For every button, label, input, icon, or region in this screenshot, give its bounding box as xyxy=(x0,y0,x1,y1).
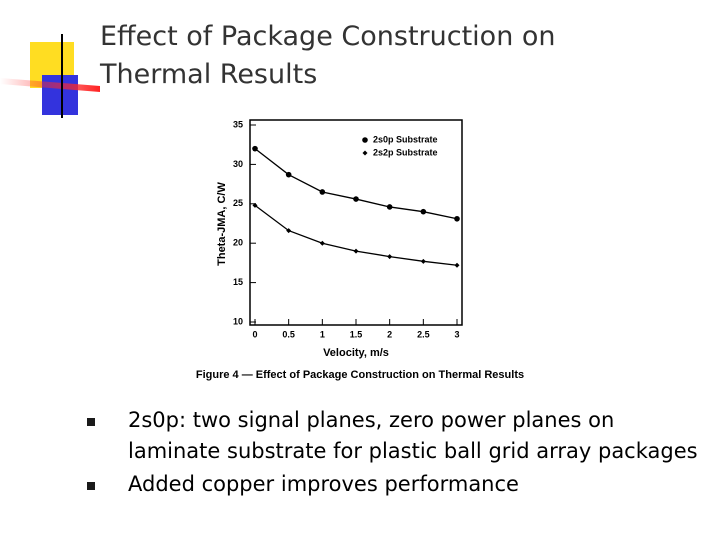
x-tick-label: 1 xyxy=(320,329,325,339)
bullet: 2s0p: two signal planes, zero power plan… xyxy=(128,408,698,463)
point xyxy=(319,240,325,246)
caption: Figure 4 — Effect of Package Constructio… xyxy=(196,369,524,381)
legend-label: 2s0p Substrate xyxy=(373,134,438,144)
y-tick-label: 20 xyxy=(233,238,243,248)
point xyxy=(353,196,359,202)
point xyxy=(386,204,393,210)
series-line xyxy=(254,204,458,266)
point xyxy=(252,202,258,208)
y-tick-label: 15 xyxy=(233,277,243,287)
legend-label: 2s2p Substrate xyxy=(373,147,438,157)
y-axis-label: Theta-JMA, C/W xyxy=(216,182,228,266)
legend-marker xyxy=(362,137,368,143)
point xyxy=(420,258,426,264)
x-axis-label: Velocity, m/s xyxy=(323,347,389,359)
y-tick-label: 30 xyxy=(233,159,243,169)
point xyxy=(420,208,427,215)
deco-red xyxy=(0,78,100,92)
point xyxy=(454,262,460,268)
bullet-marker xyxy=(87,482,95,490)
y-tick-label: 25 xyxy=(233,198,243,208)
x-tick-label: 3 xyxy=(454,329,459,339)
x-tick-label: 2.5 xyxy=(417,329,430,339)
point xyxy=(353,248,359,254)
deco-blue xyxy=(42,75,78,115)
series-line xyxy=(254,148,458,220)
point xyxy=(252,145,258,152)
point xyxy=(285,171,292,178)
y-tick-label: 10 xyxy=(233,316,243,326)
point xyxy=(387,254,393,260)
x-tick-label: 0 xyxy=(252,329,257,339)
point xyxy=(286,228,292,234)
bullet: Added copper improves performance xyxy=(128,472,519,496)
legend-marker xyxy=(362,150,368,156)
x-tick-label: 2 xyxy=(387,329,392,339)
point xyxy=(454,215,460,222)
slide-title: Effect of Package Construction on Therma… xyxy=(100,21,556,90)
x-tick-label: 1.5 xyxy=(350,329,363,339)
x-tick-label: 0.5 xyxy=(282,329,295,339)
y-tick-label: 35 xyxy=(233,119,243,129)
bullet-marker xyxy=(87,418,95,426)
point xyxy=(319,189,326,195)
